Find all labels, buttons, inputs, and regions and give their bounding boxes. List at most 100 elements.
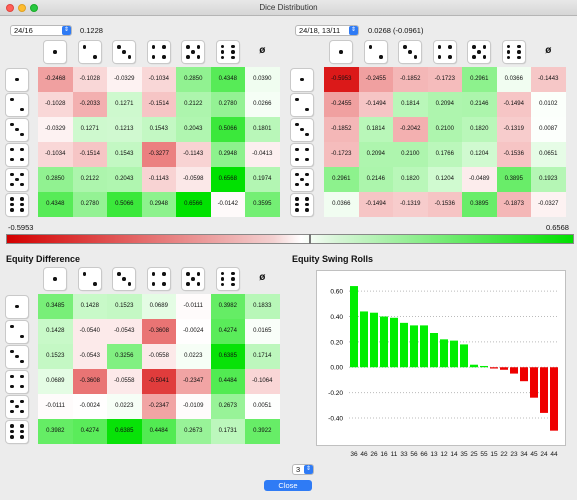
matrix-cell: -0.2347: [141, 394, 176, 419]
matrix-cell: 0.0223: [107, 394, 142, 419]
matrix-cell: -0.0142: [210, 192, 245, 217]
matrix-cell: -0.1319: [393, 192, 428, 217]
pip: [437, 45, 442, 49]
matrix-cell: 0.2100: [427, 117, 462, 142]
equity-difference-title: Equity Difference: [6, 254, 81, 264]
pip: [15, 177, 19, 182]
x-tick-label: 12: [440, 451, 448, 458]
pip: [10, 384, 14, 389]
die-4-icon: [433, 41, 456, 63]
matrix-cell: 0.1820: [462, 117, 497, 142]
die-4-icon: [147, 41, 170, 63]
pip: [151, 282, 156, 286]
pip: [15, 404, 19, 409]
die-2-icon: [6, 320, 28, 343]
die-3-icon: [6, 345, 28, 368]
pip: [339, 50, 344, 54]
bar-56: [410, 325, 418, 368]
bar-36: [350, 286, 358, 368]
pip: [151, 45, 156, 49]
zoom-window-icon[interactable]: [30, 4, 38, 12]
x-tick-label: 23: [510, 451, 518, 458]
matrix-cell: 0.1523: [107, 294, 142, 319]
pip: [20, 384, 24, 389]
left-position-select[interactable]: 24/16 ⇕: [10, 25, 72, 36]
x-tick-label: 56: [410, 451, 418, 458]
matrix-cell: 0.4484: [141, 419, 176, 444]
pip: [220, 55, 225, 60]
bar-13: [430, 333, 438, 368]
x-tick-label: 24: [540, 451, 548, 458]
pip: [231, 50, 235, 54]
y-tick-label: 0.40: [330, 314, 343, 321]
matrix-cell: -0.0024: [176, 319, 211, 344]
pip: [10, 435, 14, 439]
pip: [368, 45, 373, 49]
page-select[interactable]: 3 ⇕: [292, 464, 314, 475]
matrix-cell: -0.1443: [531, 67, 566, 92]
pip: [379, 55, 383, 59]
x-tick-label: 35: [460, 451, 468, 458]
equity-swing-chart: 0.60 0.40 0.20 0.00 -0.20 -0.40 36 46 26 16 11 33 5…: [316, 270, 566, 458]
die-6-icon: [6, 420, 28, 443]
matrix-cell: -0.0558: [141, 344, 176, 369]
pip: [20, 157, 24, 162]
right-position-select[interactable]: 24/18, 13/11 ⇕: [295, 25, 359, 36]
pip: [20, 208, 24, 212]
matrix-cell: -0.1034: [38, 142, 73, 167]
pip: [15, 354, 19, 359]
pip: [231, 271, 235, 276]
matrix-cell: 0.5066: [210, 117, 245, 142]
pip: [472, 45, 476, 49]
pip: [10, 208, 14, 212]
pip: [20, 202, 24, 207]
left-equity: 0.1228: [80, 26, 103, 35]
pip: [20, 374, 24, 379]
pip: [506, 55, 511, 60]
pip: [477, 50, 482, 54]
matrix-cell: 0.1428: [38, 319, 73, 344]
color-scale-bar: [6, 234, 574, 244]
x-tick-label: 13: [430, 451, 438, 458]
die-1-icon: [6, 295, 28, 318]
y-tick-label: 0.60: [330, 289, 343, 296]
pip: [20, 429, 24, 434]
pip: [186, 55, 190, 59]
pip: [300, 177, 304, 182]
pip: [305, 147, 309, 152]
bar-45: [530, 367, 538, 398]
pip: [300, 77, 304, 82]
die-1-icon: [44, 41, 67, 63]
pip: [10, 429, 14, 434]
pip: [15, 304, 19, 309]
matrix-cell: -0.0413: [245, 142, 280, 167]
pip: [93, 282, 97, 286]
matrix-cell: 0.1714: [245, 344, 280, 369]
matrix-cell: -0.1852: [393, 67, 428, 92]
x-tick-label: 55: [480, 451, 488, 458]
matrix-cell: -0.2455: [324, 92, 359, 117]
bar-15: [490, 367, 498, 369]
matrix-cell: 0.2146: [462, 92, 497, 117]
bar-16: [380, 316, 388, 368]
pip: [20, 132, 24, 137]
title-bar: Dice Distribution: [0, 0, 577, 16]
left-position-select-value: 24/16: [14, 26, 33, 35]
x-tick-label: 33: [400, 451, 408, 458]
pip: [196, 272, 201, 276]
pip: [196, 282, 201, 286]
close-window-icon[interactable]: [6, 4, 14, 12]
matrix-cell: 0.2850: [38, 167, 73, 192]
matrix-cell: 0.6566: [176, 192, 211, 217]
scale-max: 0.6568: [546, 223, 569, 232]
pip: [413, 55, 418, 59]
minimize-window-icon[interactable]: [18, 4, 26, 12]
window-title: Dice Distribution: [259, 3, 318, 12]
matrix-cell: 0.1204: [427, 167, 462, 192]
matrix-cell: 0.4348: [38, 192, 73, 217]
matrix-cell: -0.0540: [72, 319, 107, 344]
x-tick-label: 11: [390, 451, 398, 458]
die-3-icon: [291, 118, 313, 141]
close-button[interactable]: Close: [264, 480, 312, 491]
die-1-icon: [330, 41, 353, 63]
